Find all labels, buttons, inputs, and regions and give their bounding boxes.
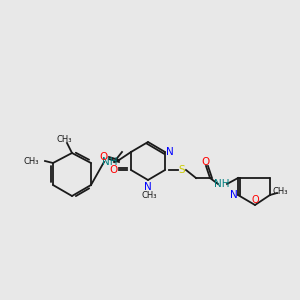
Text: NH: NH bbox=[214, 179, 230, 189]
Text: CH₃: CH₃ bbox=[272, 188, 288, 196]
Text: S: S bbox=[179, 165, 185, 175]
Text: O: O bbox=[251, 195, 259, 205]
Text: N: N bbox=[166, 147, 174, 157]
Text: N: N bbox=[144, 182, 152, 192]
Text: CH₃: CH₃ bbox=[23, 157, 39, 166]
Text: CH₃: CH₃ bbox=[56, 136, 72, 145]
Text: N: N bbox=[230, 190, 238, 200]
Text: NH: NH bbox=[102, 157, 118, 167]
Text: CH₃: CH₃ bbox=[141, 191, 157, 200]
Text: O: O bbox=[109, 165, 117, 175]
Text: O: O bbox=[202, 157, 210, 167]
Text: O: O bbox=[100, 152, 108, 162]
